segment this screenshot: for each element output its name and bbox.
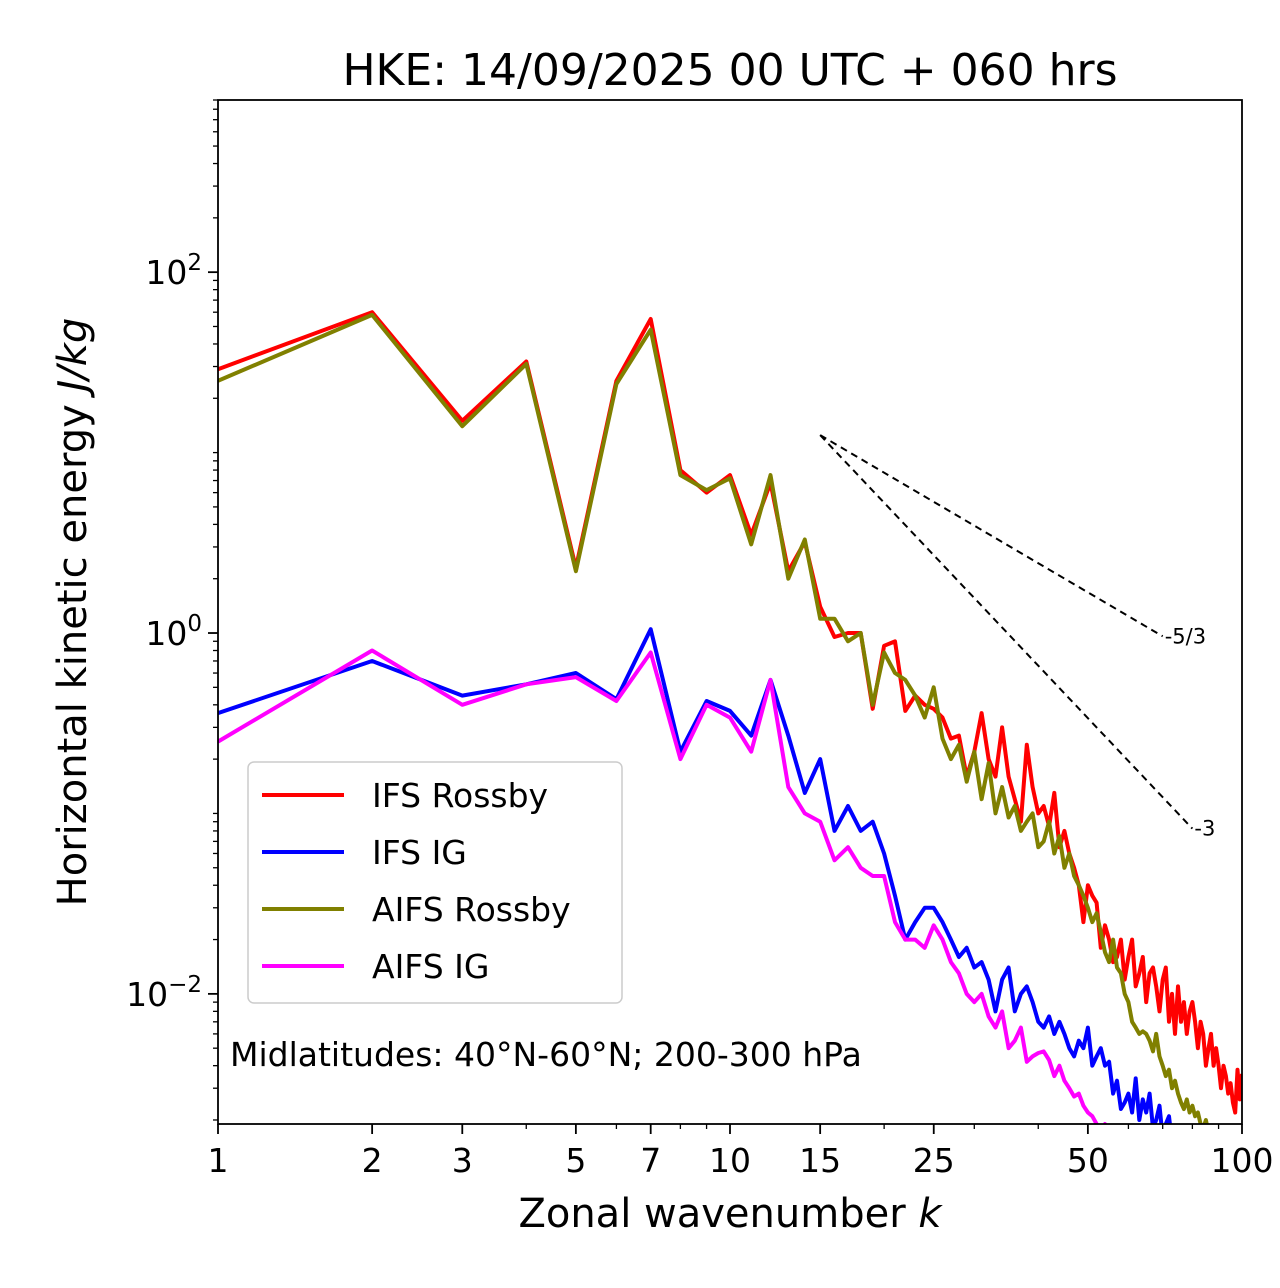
- y-axis-ticks: 102 100 10−2: [126, 99, 218, 1121]
- series-line-ifs-rossby: [218, 310, 1242, 1115]
- x-tick-label: 5: [565, 1141, 586, 1180]
- y-tick-label: 100: [145, 611, 202, 653]
- series-line-aifs-ig: [218, 648, 1108, 1124]
- chart-title: HKE: 14/09/2025 00 UTC + 060 hrs: [342, 45, 1117, 96]
- series-line-aifs-rossby: [218, 312, 1209, 1124]
- x-tick-label: 100: [1211, 1141, 1274, 1180]
- x-tick-label: 2: [362, 1141, 383, 1180]
- x-tick-label: 15: [799, 1141, 841, 1180]
- x-tick-label: 7: [640, 1141, 661, 1180]
- slope-label-minus-5-3: -5/3: [1165, 624, 1206, 648]
- x-axis-ticks: 1 2 3 5 7 10 15 25 50 100: [208, 1124, 1274, 1180]
- series-line-ifs-ig: [218, 627, 1172, 1124]
- legend-box: [247, 761, 623, 1004]
- x-tick-label: 50: [1067, 1141, 1109, 1180]
- x-tick-label: 25: [913, 1141, 955, 1180]
- region-annotation: Midlatitudes: 40°N-60°N; 200-300 hPa: [230, 1035, 862, 1074]
- legend-label-ifs-rossby: IFS Rossby: [372, 776, 548, 815]
- y-tick-label: 10−2: [126, 972, 202, 1014]
- x-axis-label: Zonal wavenumber k: [518, 1191, 943, 1237]
- legend: IFS Rossby IFS IG AIFS Rossby AIFS IG: [247, 761, 623, 1004]
- x-tick-label: 1: [208, 1141, 229, 1180]
- x-tick-label: 10: [709, 1141, 751, 1180]
- reference-slope-lines: -5/3 -3: [819, 434, 1215, 841]
- legend-label-ifs-ig: IFS IG: [372, 833, 467, 872]
- slope-line-minus-5-3: [819, 434, 1164, 638]
- slope-label-minus-3: -3: [1194, 817, 1215, 841]
- legend-label-aifs-rossby: AIFS Rossby: [372, 890, 571, 929]
- y-tick-label: 102: [145, 250, 202, 292]
- y-axis-label: Horizontal kinetic energy J/kg: [50, 318, 96, 907]
- x-tick-label: 3: [452, 1141, 473, 1180]
- slope-line-minus-3: [819, 434, 1194, 830]
- legend-label-aifs-ig: AIFS IG: [372, 947, 489, 986]
- series-layer: [218, 310, 1242, 1124]
